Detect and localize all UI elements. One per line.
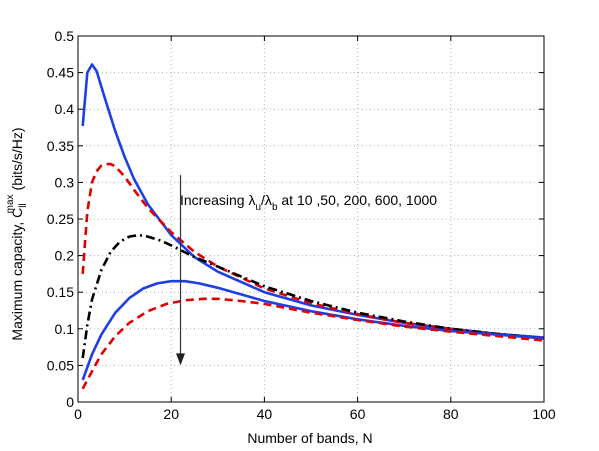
x-tick-label: 100 (532, 406, 556, 422)
y-tick-label: 0.5 (55, 28, 75, 44)
y-tick-label: 0.05 (47, 357, 74, 373)
annotation-text-part: b (272, 202, 278, 213)
x-tick-label: 0 (74, 406, 82, 422)
series-line-4 (81, 279, 545, 381)
y-axis-label-subscript: ll (18, 203, 29, 207)
series-line-3 (81, 233, 545, 359)
y-tick-label: 0.4 (55, 101, 75, 117)
y-tick-label: 0 (66, 394, 74, 410)
x-tick-label: 60 (350, 406, 366, 422)
y-axis-label-unit: (bits/s/Hz) (9, 127, 25, 190)
y-axis-label-main: Maximum capacity, C (9, 208, 25, 341)
annotation: Increasing λu/λb at 10 ,50, 200, 600, 10… (176, 175, 437, 366)
x-tick-label: 40 (257, 406, 273, 422)
y-tick-label: 0.2 (55, 248, 75, 264)
axis-ticks: 0 20 40 60 80 100 0 0.05 0.1 0.15 0.2 0.25 0.3 0.35 0.… (47, 28, 556, 422)
x-axis-label: Number of bands, N (247, 430, 372, 446)
y-tick-label: 0.25 (47, 211, 74, 227)
y-tick-label: 0.3 (55, 174, 75, 190)
y-tick-label: 0.1 (55, 321, 75, 337)
annotation-arrow-head (176, 353, 186, 366)
series-line-2 (81, 162, 545, 341)
series-line-5 (81, 297, 545, 390)
series-line-1 (81, 63, 545, 339)
y-tick-label: 0.15 (47, 284, 74, 300)
annotation-text-part: Increasing λ (180, 192, 255, 208)
y-axis-label: Maximum capacity, Cllmax (bits/s/Hz) (5, 127, 29, 340)
grid-lines (78, 36, 544, 402)
y-tick-label: 0.45 (47, 65, 74, 81)
annotation-text: Increasing λu/λb at 10 ,50, 200, 600, 10… (180, 192, 437, 213)
series-group (81, 63, 545, 390)
annotation-text-part: at 10 ,50, 200, 600, 1000 (278, 192, 438, 208)
annotation-text-part: u (255, 202, 261, 213)
x-tick-label: 20 (163, 406, 179, 422)
x-tick-label: 80 (443, 406, 459, 422)
y-axis-label-superscript: max (5, 194, 16, 213)
y-tick-label: 0.35 (47, 138, 74, 154)
annotation-text-part: /λ (261, 192, 272, 208)
